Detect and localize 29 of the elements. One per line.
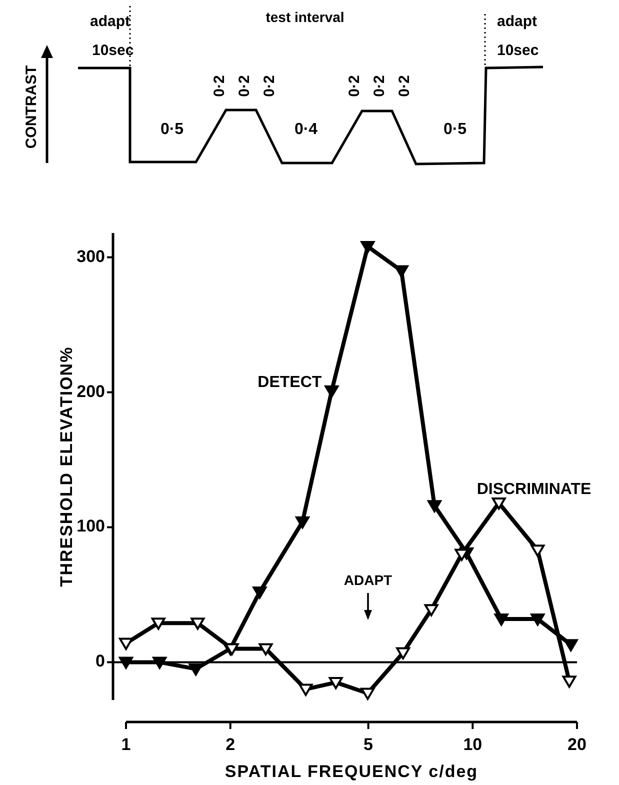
x-axis-title: SPATIAL FREQUENCY c/deg xyxy=(224,762,478,781)
text: 0·2 xyxy=(346,75,363,97)
annotation: ADAPT xyxy=(344,572,393,588)
series-label: DETECT xyxy=(258,374,322,391)
text: adapt xyxy=(90,13,130,30)
x-tick-label: 5 xyxy=(364,735,374,754)
text: adapt xyxy=(497,13,538,30)
text: test interval xyxy=(266,9,344,25)
text: 0·2 xyxy=(210,75,228,97)
text: 10sec xyxy=(92,42,134,59)
series-label: DISCRIMINATE xyxy=(476,480,592,498)
text: 0·2 xyxy=(260,75,278,97)
y-tick-label: 100 xyxy=(76,516,105,536)
text: CONTRAST xyxy=(22,65,40,149)
text: 0·5 xyxy=(443,121,467,138)
text: 0·2 xyxy=(370,75,388,97)
y-tick-label: 200 xyxy=(76,382,105,401)
x-tick-label: 20 xyxy=(568,735,586,754)
text: 0·2 xyxy=(236,75,253,97)
text: 0·4 xyxy=(294,121,318,138)
text: 10sec xyxy=(497,42,539,59)
text: 0·5 xyxy=(160,121,184,138)
y-axis-title: THRESHOLD ELEVATION% xyxy=(57,346,76,587)
x-tick-label: 10 xyxy=(463,735,482,754)
x-tick-label: 2 xyxy=(226,735,236,754)
text: 0·2 xyxy=(396,75,413,97)
x-tick-label: 1 xyxy=(121,735,131,754)
y-tick-label: 0 xyxy=(96,652,105,671)
y-tick-label: 300 xyxy=(76,246,105,266)
